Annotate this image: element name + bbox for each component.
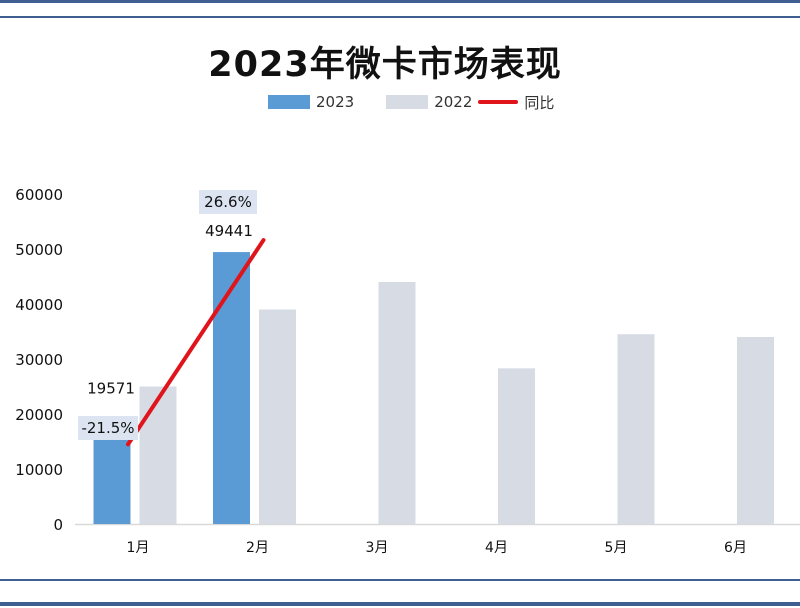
y-tick-label: 60000	[15, 186, 63, 204]
bar-2022	[737, 337, 774, 524]
legend-swatch-2022	[386, 95, 429, 109]
legend-item-2023: 2023	[268, 93, 354, 111]
legend-label-2022: 2022	[434, 93, 473, 111]
data-label-2023: 49441	[205, 222, 253, 240]
y-tick-label: 40000	[15, 296, 63, 314]
y-tick-label: 30000	[15, 351, 63, 369]
legend-swatch-yoy	[478, 100, 519, 104]
yoy-label: 26.6%	[204, 193, 252, 211]
y-tick-label: 50000	[15, 241, 63, 259]
bar-2022	[498, 368, 535, 524]
y-tick-label: 20000	[15, 406, 63, 424]
x-tick-label: 3月	[366, 540, 389, 556]
bar-2022	[259, 309, 296, 524]
yoy-label-box	[78, 416, 138, 440]
x-tick-label: 4月	[485, 540, 508, 556]
top-frame-line-inner	[0, 16, 800, 18]
yoy-label-box	[199, 190, 257, 214]
x-tick-label: 1月	[127, 540, 150, 556]
y-tick-label: 10000	[15, 461, 63, 479]
bar-2023	[213, 252, 250, 524]
data-label-2023: 19571	[87, 379, 135, 397]
yoy-label: -21.5%	[81, 419, 134, 437]
yoy-line	[126, 238, 266, 447]
y-tick-label: 0	[53, 516, 63, 534]
bar-2022	[617, 334, 655, 524]
legend-label-yoy: 同比	[524, 93, 555, 112]
chart-legend: 2023 2022 同比	[268, 92, 560, 112]
legend-swatch-2023	[268, 95, 310, 109]
top-frame-line	[0, 0, 800, 3]
chart-title: 2023年微卡市场表现	[208, 45, 562, 85]
bar-2022	[139, 386, 177, 524]
x-tick-label: 5月	[605, 540, 628, 556]
bottom-frame-line	[0, 602, 800, 606]
legend-item-2022: 2022	[386, 93, 472, 111]
legend-item-yoy: 同比	[478, 92, 554, 113]
x-tick-label: 6月	[724, 540, 747, 556]
bottom-frame-line-inner	[0, 579, 800, 581]
bar-2022	[378, 282, 416, 524]
legend-label-2023: 2023	[316, 93, 355, 111]
x-tick-label: 2月	[246, 540, 269, 556]
